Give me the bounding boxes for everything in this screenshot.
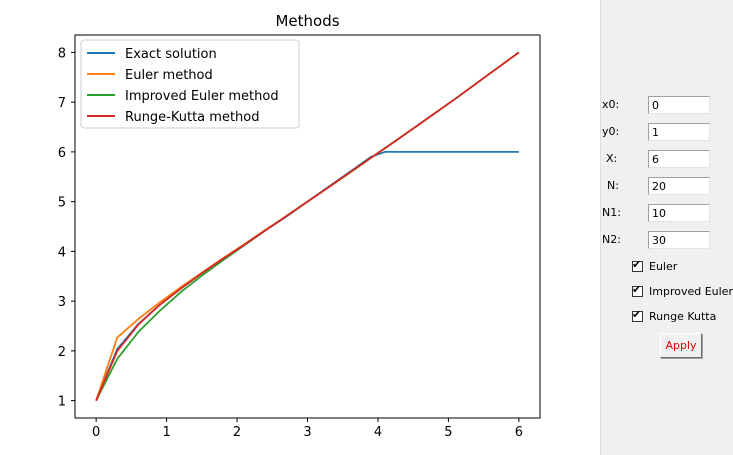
y-tick-label: 4 (58, 245, 66, 260)
x-tick-label: 1 (162, 425, 170, 440)
n-label: N: (607, 179, 619, 192)
n2-input[interactable] (648, 231, 710, 249)
legend-label-4: Runge-Kutta method (125, 110, 259, 125)
x-tick-label: 4 (374, 425, 382, 440)
y-tick-label: 8 (58, 46, 66, 61)
runge-kutta-checkbox-label: Runge Kutta (649, 310, 716, 323)
n1-input[interactable] (648, 204, 710, 222)
n1-label: N1: (602, 206, 621, 219)
x-tick-label: 0 (92, 425, 100, 440)
euler-checkbox[interactable]: ✔ (632, 261, 643, 272)
checkmark-icon: ✔ (632, 283, 641, 297)
x-tick-label: 5 (444, 425, 452, 440)
apply-button[interactable]: Apply (660, 333, 702, 358)
x-tick-label: 3 (303, 425, 311, 440)
improved-euler-checkbox-label: Improved Euler (649, 285, 733, 298)
plot-area: Methods 0 1 2 3 4 5 6 1 2 3 4 5 6 7 8 Exact solution Eule… (0, 0, 600, 455)
x0-input[interactable] (648, 96, 710, 114)
euler-checkbox-label: Euler (649, 260, 677, 273)
n2-label: N2: (602, 233, 621, 246)
improved-euler-checkbox-row[interactable]: ✔ Improved Euler (632, 283, 733, 299)
y0-label: y0: (602, 125, 619, 138)
n-input[interactable] (648, 177, 710, 195)
runge-kutta-checkbox[interactable]: ✔ (632, 311, 643, 322)
methods-chart: Methods 0 1 2 3 4 5 6 1 2 3 4 5 6 7 8 Exact solution Eule… (0, 0, 600, 455)
series-line-1 (96, 152, 519, 401)
parameters-panel: x0: y0: X: N: N1: N2: ✔ Euler ✔ Improved… (600, 0, 733, 455)
y-tick-label: 3 (58, 295, 66, 310)
x-tick-label: 6 (515, 425, 523, 440)
y-tick-label: 6 (58, 146, 66, 161)
improved-euler-checkbox[interactable]: ✔ (632, 286, 643, 297)
checkmark-icon: ✔ (632, 308, 641, 322)
euler-checkbox-row[interactable]: ✔ Euler (632, 258, 677, 274)
legend-label-1: Exact solution (125, 47, 217, 62)
checkmark-icon: ✔ (632, 258, 641, 272)
y-tick-label: 7 (58, 96, 66, 111)
runge-kutta-checkbox-row[interactable]: ✔ Runge Kutta (632, 308, 716, 324)
legend-label-2: Euler method (125, 68, 213, 83)
x-label: X: (606, 152, 617, 165)
x-tick-label: 2 (233, 425, 241, 440)
y0-input[interactable] (648, 123, 710, 141)
x0-label: x0: (602, 98, 619, 111)
y-tick-label: 2 (58, 345, 66, 360)
legend-label-3: Improved Euler method (125, 89, 279, 104)
y-tick-label: 5 (58, 196, 66, 211)
chart-title: Methods (275, 12, 339, 30)
y-tick-label: 1 (58, 395, 66, 410)
x-input[interactable] (648, 150, 710, 168)
